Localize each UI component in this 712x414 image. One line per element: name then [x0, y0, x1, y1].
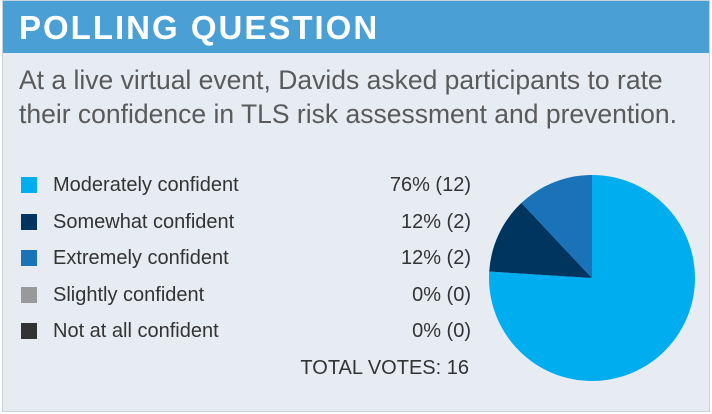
legend-label: Extremely confident — [53, 247, 229, 269]
legend-item-slightly-confident: Slightly confident 0% (0) — [21, 281, 471, 318]
header-bar: POLLING QUESTION — [3, 1, 709, 53]
question-text: At a live virtual event, Davids asked pa… — [19, 65, 677, 129]
legend-label: Somewhat confident — [53, 210, 235, 233]
legend-value: 0% (0) — [412, 320, 471, 342]
legend: Moderately confident 76% (12) Somewhat c… — [21, 171, 471, 354]
legend-swatch — [21, 323, 37, 339]
legend-swatch — [21, 250, 37, 266]
legend-item-moderately-confident: Moderately confident 76% (12) — [21, 171, 471, 208]
legend-value: 12% (2) — [400, 210, 471, 233]
pie-chart — [489, 175, 695, 381]
legend-label: Slightly confident — [53, 283, 205, 306]
total-votes-value: 16 — [446, 357, 469, 379]
pie-slice-somewhat-confident — [489, 202, 592, 278]
legend-item-extremely-confident: Extremely confident 12% (2) — [21, 244, 471, 281]
legend-swatch — [21, 177, 37, 193]
legend-item-not-at-all-confident: Not at all confident 0% (0) — [21, 317, 471, 354]
legend-swatch — [21, 213, 37, 230]
total-votes-label: TOTAL VOTES: — [300, 357, 442, 379]
legend-value: 0% (0) — [412, 283, 471, 306]
legend-swatch — [21, 286, 37, 303]
legend-item-somewhat-confident: Somewhat confident 12% (2) — [21, 208, 471, 245]
page-title: POLLING QUESTION — [19, 9, 380, 46]
pie-slice-extremely-confident — [521, 175, 592, 278]
legend-value: 76% (12) — [389, 174, 471, 196]
total-votes: TOTAL VOTES: 16 — [273, 354, 469, 382]
legend-value: 12% (2) — [400, 247, 471, 269]
legend-label: Moderately confident — [53, 174, 239, 196]
legend-label: Not at all confident — [53, 320, 219, 342]
